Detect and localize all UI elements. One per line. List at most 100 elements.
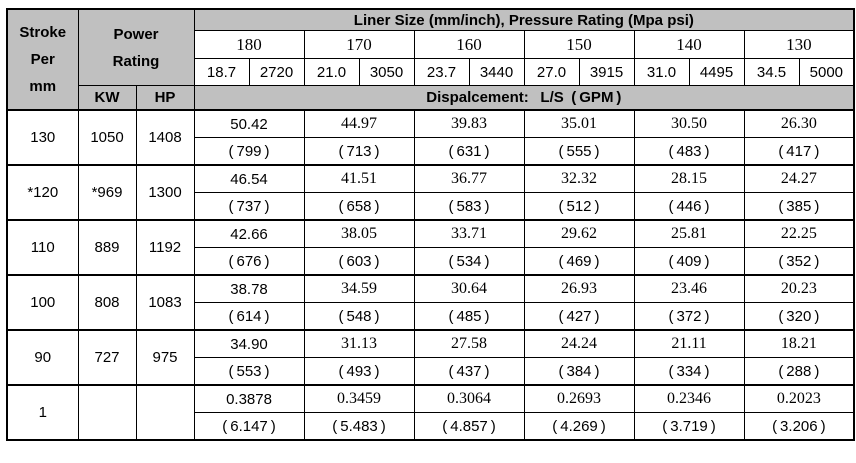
gpm-value: ( 352 ) [743, 247, 855, 276]
gpm-value: ( 493 ) [303, 357, 415, 386]
pressure-mpa: 27.0 [523, 58, 580, 86]
table-row: 1 0.3878 0.3459 0.3064 0.2693 0.2346 0.2… [6, 384, 855, 441]
gpm-value: ( 553 ) [193, 357, 305, 386]
gpm-value: ( 631 ) [413, 137, 525, 166]
table-row: 90 727 975 34.90 31.13 27.58 24.24 21.11… [6, 329, 855, 386]
pressure-psi: 3440 [468, 58, 525, 86]
table-row: ( 676 ) ( 603 ) ( 534 ) ( 469 ) ( 409 ) … [7, 247, 855, 276]
gpm-value: ( 446 ) [633, 192, 745, 221]
stroke-value: 100 [6, 274, 79, 331]
liner-size: 180 [193, 30, 305, 59]
pressure-psi: 5000 [798, 58, 855, 86]
gpm-value: ( 409 ) [633, 247, 745, 276]
gpm-value: ( 437 ) [413, 357, 525, 386]
table-row: ( 614 ) ( 548 ) ( 485 ) ( 427 ) ( 372 ) … [7, 302, 855, 331]
header-row-liner-sizes: 180 170 160 150 140 130 [7, 30, 855, 59]
pressure-psi: 4495 [688, 58, 745, 86]
hp-value: 1300 [135, 164, 195, 221]
table-row: ( 799 ) ( 713 ) ( 631 ) ( 555 ) ( 483 ) … [7, 137, 855, 166]
ls-value: 30.50 [633, 109, 745, 138]
liner-size: 160 [413, 30, 525, 59]
gpm-value: ( 603 ) [303, 247, 415, 276]
ls-value: 38.05 [303, 219, 415, 248]
ls-value: 24.27 [743, 164, 855, 193]
ls-value: 23.46 [633, 274, 745, 303]
gpm-value: ( 288 ) [743, 357, 855, 386]
kw-value [77, 384, 137, 441]
liner-size-pressure-header: Liner Size (mm/inch), Pressure Rating (M… [193, 8, 855, 31]
gpm-value: ( 4.269 ) [523, 412, 635, 441]
ls-value: 0.3878 [193, 384, 305, 413]
table-row: ( 6.147 ) ( 5.483 ) ( 4.857 ) ( 4.269 ) … [7, 412, 855, 441]
ls-value: 26.30 [743, 109, 855, 138]
pressure-psi: 2720 [248, 58, 305, 86]
kw-value: 889 [77, 219, 137, 276]
gpm-value: ( 4.857 ) [413, 412, 525, 441]
ls-value: 30.64 [413, 274, 525, 303]
hp-value: 1192 [135, 219, 195, 276]
gpm-value: ( 614 ) [193, 302, 305, 331]
ls-value: 21.11 [633, 329, 745, 358]
gpm-value: ( 534 ) [413, 247, 525, 276]
ls-value: 50.42 [193, 109, 305, 138]
gpm-value: ( 384 ) [523, 357, 635, 386]
gpm-value: ( 5.483 ) [303, 412, 415, 441]
gpm-value: ( 713 ) [303, 137, 415, 166]
ls-value: 34.59 [303, 274, 415, 303]
kw-value: 727 [77, 329, 137, 386]
pressure-mpa: 23.7 [413, 58, 470, 86]
gpm-value: ( 799 ) [193, 137, 305, 166]
ls-value: 33.71 [413, 219, 525, 248]
hp-value: 1408 [135, 109, 195, 166]
ls-value: 31.13 [303, 329, 415, 358]
ls-value: 0.2693 [523, 384, 635, 413]
gpm-value: ( 320 ) [743, 302, 855, 331]
pump-spec-table: Stroke Per mm Power Rating Liner Size (m… [6, 8, 856, 441]
gpm-value: ( 658 ) [303, 192, 415, 221]
hp-value [135, 384, 195, 441]
pressure-psi: 3050 [358, 58, 415, 86]
ls-value: 18.21 [743, 329, 855, 358]
gpm-value: ( 385 ) [743, 192, 855, 221]
gpm-value: ( 417 ) [743, 137, 855, 166]
ls-value: 22.25 [743, 219, 855, 248]
stroke-per-mm-header: Stroke Per mm [6, 8, 79, 111]
ls-value: 38.78 [193, 274, 305, 303]
kw-header: KW [77, 85, 137, 111]
gpm-value: ( 548 ) [303, 302, 415, 331]
kw-value: *969 [77, 164, 137, 221]
pressure-mpa: 21.0 [303, 58, 360, 86]
table-row: 110 889 1192 42.66 38.05 33.71 29.62 25.… [6, 219, 855, 276]
ls-value: 44.97 [303, 109, 415, 138]
liner-size: 150 [523, 30, 635, 59]
kw-value: 808 [77, 274, 137, 331]
gpm-value: ( 3.719 ) [633, 412, 745, 441]
table-row: ( 737 ) ( 658 ) ( 583 ) ( 512 ) ( 446 ) … [7, 192, 855, 221]
power-rating-header: Power Rating [77, 8, 195, 86]
ls-value: 42.66 [193, 219, 305, 248]
ls-value: 25.81 [633, 219, 745, 248]
ls-value: 36.77 [413, 164, 525, 193]
ls-value: 24.24 [523, 329, 635, 358]
stroke-value: 90 [6, 329, 79, 386]
liner-size: 130 [743, 30, 855, 59]
hp-value: 1083 [135, 274, 195, 331]
table-row: 130 1050 1408 50.42 44.97 39.83 35.01 30… [6, 109, 855, 166]
ls-value: 26.93 [523, 274, 635, 303]
gpm-value: ( 334 ) [633, 357, 745, 386]
table-row: *120 *969 1300 46.54 41.51 36.77 32.32 2… [6, 164, 855, 221]
gpm-value: ( 6.147 ) [193, 412, 305, 441]
gpm-value: ( 469 ) [523, 247, 635, 276]
kw-value: 1050 [77, 109, 137, 166]
ls-value: 32.32 [523, 164, 635, 193]
pressure-mpa: 34.5 [743, 58, 800, 86]
gpm-value: ( 483 ) [633, 137, 745, 166]
ls-value: 0.3064 [413, 384, 525, 413]
liner-size: 140 [633, 30, 745, 59]
pressure-mpa: 18.7 [193, 58, 250, 86]
ls-value: 41.51 [303, 164, 415, 193]
gpm-value: ( 3.206 ) [743, 412, 855, 441]
stroke-value: *120 [6, 164, 79, 221]
header-row-displacement: KW HP Dispalcement: L/S ( GPM ) [7, 85, 855, 111]
gpm-value: ( 676 ) [193, 247, 305, 276]
